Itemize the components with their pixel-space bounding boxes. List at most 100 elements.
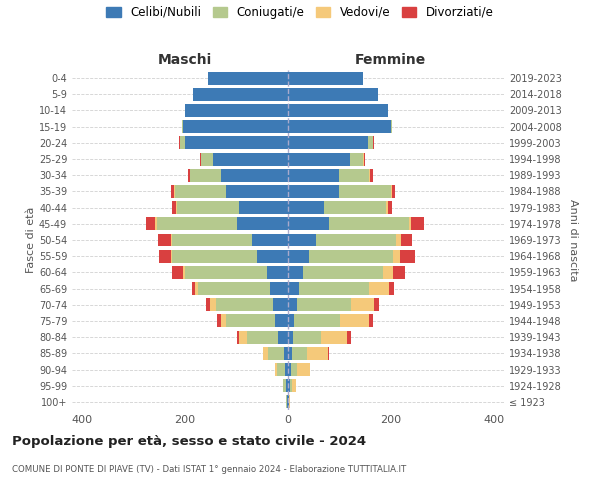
Bar xyxy=(179,136,180,149)
Bar xyxy=(288,120,391,133)
Bar xyxy=(412,218,424,230)
Bar xyxy=(270,282,288,295)
Bar xyxy=(400,250,415,262)
Bar xyxy=(290,363,297,376)
Bar xyxy=(239,330,247,344)
Bar xyxy=(226,314,275,328)
Bar xyxy=(351,298,374,311)
Bar xyxy=(217,314,221,328)
Bar xyxy=(389,282,394,295)
Bar xyxy=(174,185,175,198)
Bar xyxy=(214,152,288,166)
Bar xyxy=(198,282,270,295)
Bar xyxy=(364,152,365,166)
Bar xyxy=(247,330,278,344)
Bar xyxy=(288,379,290,392)
Bar xyxy=(272,298,288,311)
Bar xyxy=(277,363,285,376)
Bar xyxy=(275,314,288,328)
Bar xyxy=(158,234,171,246)
Bar xyxy=(288,185,340,198)
Bar xyxy=(185,104,288,117)
Bar xyxy=(278,330,288,344)
Bar xyxy=(160,250,171,262)
Bar xyxy=(193,88,288,101)
Bar xyxy=(392,185,395,198)
Bar xyxy=(171,250,172,262)
Bar xyxy=(288,298,297,311)
Bar xyxy=(401,234,412,246)
Bar xyxy=(288,330,293,344)
Bar xyxy=(216,298,272,311)
Bar xyxy=(200,152,214,166)
Bar xyxy=(294,314,340,328)
Text: Popolazione per età, sesso e stato civile - 2024: Popolazione per età, sesso e stato civil… xyxy=(12,435,366,448)
Legend: Celibi/Nubili, Coniugati/e, Vedovi/e, Divorziati/e: Celibi/Nubili, Coniugati/e, Vedovi/e, Di… xyxy=(106,6,494,19)
Bar xyxy=(284,347,288,360)
Bar xyxy=(293,330,322,344)
Bar xyxy=(288,282,299,295)
Y-axis label: Anni di nascita: Anni di nascita xyxy=(568,198,578,281)
Bar xyxy=(297,298,351,311)
Bar xyxy=(182,266,185,279)
Bar xyxy=(172,234,252,246)
Bar xyxy=(308,250,394,262)
Bar xyxy=(288,201,324,214)
Bar xyxy=(178,201,239,214)
Bar xyxy=(386,201,388,214)
Bar xyxy=(350,152,362,166)
Y-axis label: Fasce di età: Fasce di età xyxy=(26,207,36,273)
Text: Maschi: Maschi xyxy=(158,53,212,67)
Text: Femmine: Femmine xyxy=(355,53,427,67)
Bar xyxy=(394,266,405,279)
Bar xyxy=(288,250,308,262)
Bar xyxy=(285,363,288,376)
Bar xyxy=(185,266,268,279)
Bar xyxy=(388,201,392,214)
Bar xyxy=(190,169,221,181)
Bar xyxy=(193,282,196,295)
Bar xyxy=(383,266,394,279)
Bar xyxy=(236,218,288,230)
Bar xyxy=(369,169,370,181)
Bar xyxy=(391,120,392,133)
Bar xyxy=(268,347,284,360)
Bar xyxy=(340,185,391,198)
Bar xyxy=(239,201,288,214)
Bar xyxy=(206,298,210,311)
Bar xyxy=(287,396,288,408)
Bar xyxy=(409,218,412,230)
Bar xyxy=(172,250,257,262)
Bar xyxy=(288,218,329,230)
Bar xyxy=(175,185,226,198)
Bar xyxy=(268,266,288,279)
Bar xyxy=(236,330,239,344)
Bar xyxy=(307,347,328,360)
Bar xyxy=(288,266,304,279)
Bar xyxy=(288,152,350,166)
Bar xyxy=(374,298,379,311)
Bar xyxy=(288,104,388,117)
Bar xyxy=(299,282,369,295)
Bar xyxy=(288,363,290,376)
Bar xyxy=(263,347,268,360)
Bar xyxy=(362,152,364,166)
Bar xyxy=(304,266,383,279)
Bar xyxy=(221,314,226,328)
Bar xyxy=(288,136,368,149)
Bar xyxy=(226,185,288,198)
Bar xyxy=(340,314,369,328)
Bar xyxy=(292,379,296,392)
Bar xyxy=(288,88,378,101)
Bar xyxy=(368,136,373,149)
Bar xyxy=(288,314,294,328)
Bar xyxy=(288,169,340,181)
Bar xyxy=(324,201,386,214)
Bar xyxy=(373,136,374,149)
Bar xyxy=(292,347,307,360)
Bar xyxy=(180,136,185,149)
Bar xyxy=(329,218,409,230)
Bar xyxy=(290,379,292,392)
Bar xyxy=(155,218,157,230)
Bar xyxy=(328,347,329,360)
